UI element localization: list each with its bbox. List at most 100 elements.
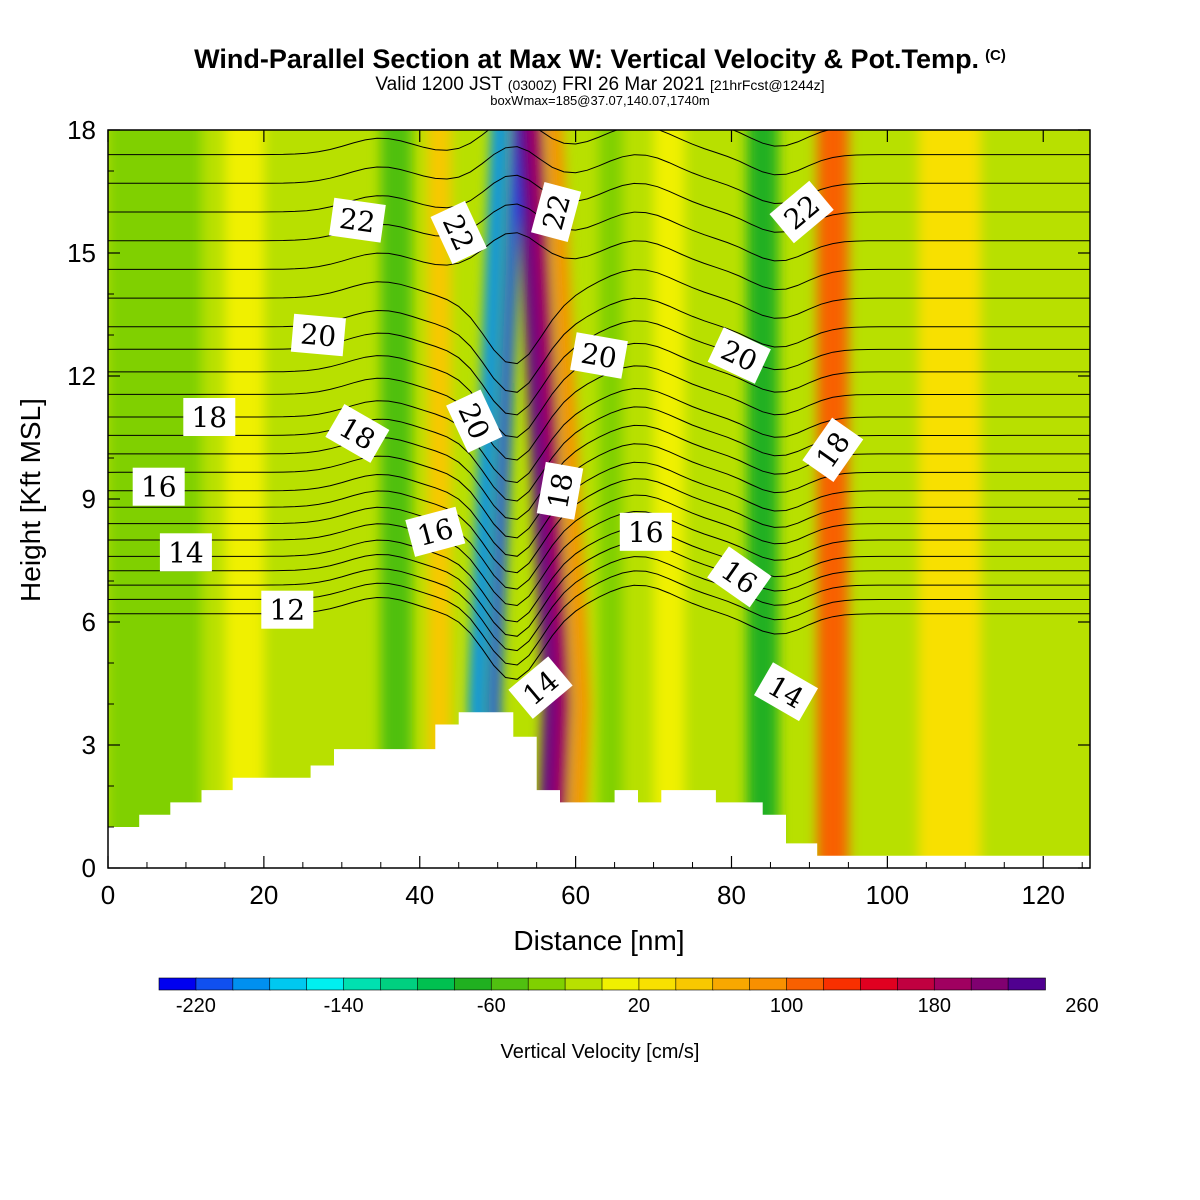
contour-label-box xyxy=(183,398,236,436)
colorbar-tick-label: -140 xyxy=(324,995,364,1017)
velocity-band xyxy=(224,130,272,868)
contour-label: 12 xyxy=(261,590,314,629)
colorbar-swatch xyxy=(306,977,345,991)
copyright-mark: (C) xyxy=(985,47,1006,64)
contour-label-box xyxy=(261,590,314,629)
colorbar-swatch xyxy=(158,977,197,991)
contour-label: 22 xyxy=(531,181,582,243)
theta-contour-line xyxy=(108,320,1090,416)
colorbar-swatch xyxy=(527,977,566,991)
contour-label: 18 xyxy=(183,398,236,436)
y-axis-label: Height [Kft MSL] xyxy=(15,398,46,602)
contour-label-box xyxy=(132,467,185,506)
colorbar-swatch xyxy=(490,977,529,991)
y-tick-label: 15 xyxy=(67,238,96,268)
colorbar-swatch xyxy=(638,977,677,991)
theta-contour-line xyxy=(108,443,1090,539)
valid-prefix: Valid 1200 JST xyxy=(375,74,503,95)
colorbar-swatch xyxy=(933,977,972,991)
contour-label-text: 20 xyxy=(299,318,337,354)
colorbar-swatch xyxy=(860,977,899,991)
theta-contour-line xyxy=(108,406,1090,502)
colorbar-swatch xyxy=(195,977,234,991)
contour-label-box xyxy=(753,662,819,722)
theta-contour-line xyxy=(108,556,1090,652)
theta-contour-line xyxy=(108,527,1090,623)
x-tick-label: 80 xyxy=(717,880,746,910)
theta-contour-line xyxy=(108,365,1090,461)
y-tick-label: 9 xyxy=(82,484,96,514)
contour-label-box xyxy=(570,332,628,379)
valid-date: FRI 26 Mar 2021 xyxy=(562,74,705,95)
contour-label-text: 14 xyxy=(168,536,204,569)
contour-label-text: 20 xyxy=(578,337,619,376)
contour-label-box xyxy=(707,546,772,608)
contour-label: 16 xyxy=(405,506,466,557)
colorbar: -220 -140 -60 20 100 180 260 xyxy=(158,977,1099,1017)
y-tick-label: 3 xyxy=(82,730,96,760)
theta-contour-line xyxy=(108,146,1090,205)
colorbar-tick-label: 20 xyxy=(628,995,650,1017)
forecast-info: [21hrFcst@1244z] xyxy=(709,77,825,93)
velocity-band xyxy=(599,130,623,868)
velocity-band xyxy=(427,130,451,868)
contour-label-box xyxy=(325,403,390,463)
colorbar-swatch xyxy=(232,977,271,991)
colorbar-swatch xyxy=(897,977,936,991)
colorbar-tick-label: 100 xyxy=(770,995,803,1017)
theta-contour-line xyxy=(108,269,1090,365)
velocity-band xyxy=(468,130,508,868)
contour-label-box xyxy=(531,181,582,243)
contour-label: 20 xyxy=(290,313,346,357)
colorbar-tick-label: -220 xyxy=(176,995,216,1017)
contour-label: 22 xyxy=(329,197,386,243)
x-tick-label: 40 xyxy=(405,880,434,910)
colorbar-swatch xyxy=(564,977,603,991)
theta-contour-line xyxy=(108,424,1090,520)
contour-label-box xyxy=(508,656,573,719)
colorbar-swatch xyxy=(380,977,419,991)
colorbar-swatch xyxy=(343,977,382,991)
y-tick-label: 6 xyxy=(82,607,96,637)
x-tick-label: 120 xyxy=(1022,880,1065,910)
colorbar-swatch xyxy=(712,977,751,991)
y-tick-label: 12 xyxy=(67,361,96,391)
contour-label-box xyxy=(290,313,346,357)
contour-label-box xyxy=(769,180,834,244)
colorbar-swatch xyxy=(786,977,825,991)
valid-utc: (0300Z) xyxy=(507,77,557,93)
x-tick-label: 100 xyxy=(866,880,909,910)
contour-label: 18 xyxy=(536,461,584,520)
contour-label-text: 22 xyxy=(337,202,377,240)
chart-title: Wind-Parallel Section at Max W: Vertical… xyxy=(0,44,1200,75)
colorbar-swatch xyxy=(749,977,788,991)
contour-label-box xyxy=(707,327,771,384)
contour-label-box xyxy=(430,200,487,265)
theta-contour-line xyxy=(108,232,1090,291)
y-tick-label: 18 xyxy=(67,115,96,145)
theta-contour-line xyxy=(108,461,1090,557)
velocity-band xyxy=(817,130,849,868)
contour-label-box xyxy=(329,197,386,243)
theta-contour-line xyxy=(108,203,1090,262)
contour-label-box xyxy=(159,533,212,572)
theta-contour-line xyxy=(108,494,1090,590)
x-tick-label: 20 xyxy=(249,880,278,910)
colorbar-swatch xyxy=(1007,977,1046,991)
contour-label-box xyxy=(802,417,864,482)
contour-label-text: 16 xyxy=(141,471,177,504)
contour-label-text: 18 xyxy=(191,401,227,434)
box-info: boxWmax=185@37.07,140.07,1740m xyxy=(490,93,710,108)
contour-label-text: 12 xyxy=(269,594,305,627)
theta-contour-line xyxy=(108,174,1090,233)
contour-label: 16 xyxy=(619,512,672,551)
contour-label-box xyxy=(619,512,672,551)
contour-label-text: 18 xyxy=(541,470,580,511)
contour-label: 14 xyxy=(159,533,212,572)
contour-label-box xyxy=(405,506,466,557)
x-tick-label: 60 xyxy=(561,880,590,910)
contour-label: 20 xyxy=(570,332,628,379)
colorbar-tick-label: 180 xyxy=(918,995,951,1017)
axes: 0 20 40 60 80 100 120 0 3 6 9 12 15 18 xyxy=(67,115,1090,910)
